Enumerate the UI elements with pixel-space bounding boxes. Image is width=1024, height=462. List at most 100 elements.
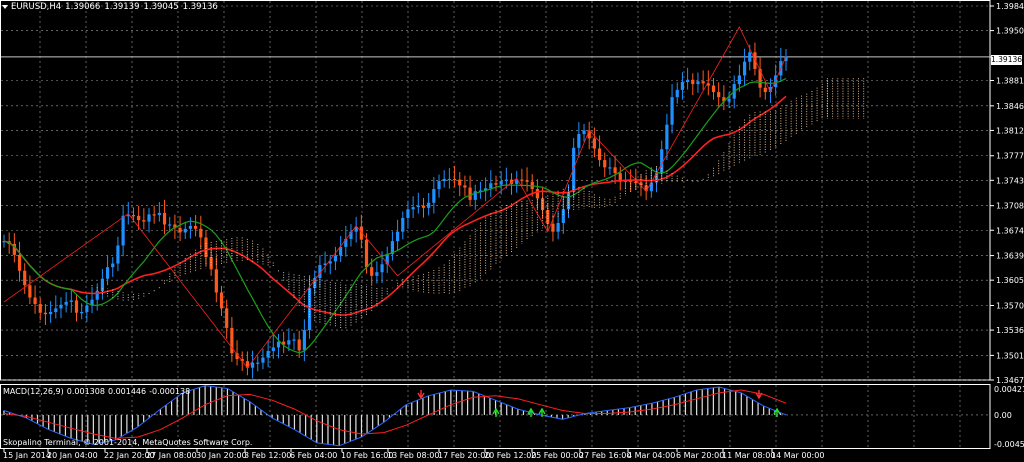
main-pane-frame (0, 0, 991, 381)
candle-body (478, 190, 483, 192)
candle-body (43, 312, 48, 315)
candle-body (209, 257, 213, 270)
candle-body (577, 134, 581, 148)
candle-body (654, 173, 659, 183)
y-tick-label: 1.37430 (996, 176, 1024, 185)
candle-body (618, 173, 622, 182)
x-tick-label: 20 Feb 12:00 (484, 451, 536, 460)
y-tick-label: 1.35360 (996, 326, 1024, 335)
candle-body (354, 226, 358, 232)
candle-body (437, 181, 441, 190)
candle-body (219, 292, 224, 309)
candle-body (261, 357, 265, 363)
candle-body (225, 308, 229, 328)
candle-body (240, 359, 244, 362)
candle-body (742, 61, 747, 76)
candle-body (111, 263, 115, 268)
candle-body (587, 130, 591, 139)
arrow-down-icon (755, 390, 763, 400)
candle-body (245, 361, 250, 368)
close-value: 1.39136 (182, 2, 218, 12)
copyright-text: Skopalino Terminal, © 2001-2014, MetaQuo… (3, 438, 253, 447)
candle-body (411, 207, 415, 210)
candle-body (214, 269, 218, 293)
macd-y-tick-label: 0.004212 (994, 385, 1024, 394)
candle-body (696, 81, 700, 85)
x-tick-label: 14 Mar 00:00 (771, 451, 824, 460)
candle-body (442, 178, 446, 182)
candle-body (432, 189, 436, 203)
candle-body (302, 330, 306, 351)
macd-hist-value: -0.000138 (149, 387, 191, 396)
macd-y-tick-label: 0.00 (994, 411, 1012, 420)
candle-body (33, 297, 37, 305)
candle-body (188, 225, 193, 229)
candle-body (38, 304, 42, 313)
y-tick-label: 1.36050 (996, 276, 1024, 285)
y-tick-label: 1.38460 (996, 102, 1024, 111)
x-tick-label: 20 Jan 04:00 (47, 451, 98, 460)
candle-body (706, 83, 710, 86)
candle-body (737, 75, 741, 85)
candle-body (561, 209, 565, 224)
candle-body (634, 181, 638, 183)
candle-body (556, 223, 560, 232)
candle-body (784, 56, 788, 61)
candle-body (629, 180, 633, 182)
candle-body (660, 149, 664, 174)
candle-body (235, 353, 239, 360)
candle-body (515, 179, 519, 184)
candle-body (649, 182, 653, 192)
macd-main-value: 0.001308 (66, 387, 105, 396)
candle-body (318, 264, 322, 278)
candle-body (592, 138, 596, 149)
candle-body (364, 239, 369, 268)
candle-body (722, 97, 726, 102)
candle-body (711, 85, 716, 93)
candle-body (17, 254, 22, 271)
candle-body (131, 215, 136, 217)
candle-body (535, 189, 540, 199)
candle-body (644, 185, 648, 192)
moving-average-red (3, 95, 787, 316)
candle-body (375, 272, 379, 276)
candle-body (603, 160, 607, 168)
candle-body (276, 341, 281, 348)
candle-body (582, 130, 586, 135)
candle-body (639, 182, 643, 186)
chevron-down-icon[interactable] (2, 4, 8, 9)
candle-body (173, 224, 177, 229)
y-tick-label: 1.38810 (996, 77, 1024, 86)
candle-body (540, 198, 545, 210)
candle-body (421, 205, 426, 208)
candle-body (468, 187, 472, 200)
candle-body (509, 179, 514, 184)
x-tick-label: 13 Feb 08:00 (387, 451, 439, 460)
y-tick-label: 1.37770 (996, 152, 1024, 161)
candle-body (69, 300, 73, 302)
candle-body (157, 212, 161, 216)
candle-body (717, 92, 721, 98)
x-tick-label: 6 Feb 04:00 (290, 451, 337, 460)
y-tick-label: 1.39500 (996, 27, 1024, 36)
arrow-up-icon (538, 407, 546, 417)
candle-body (152, 214, 156, 216)
candle-body (121, 215, 125, 246)
candle-body (670, 97, 674, 125)
candle-body (494, 183, 498, 185)
candle-body (256, 362, 260, 364)
candle-body (551, 223, 555, 232)
candle-body (12, 244, 16, 255)
candle-body (691, 79, 695, 85)
x-tick-label: 17 Feb 20:00 (438, 451, 490, 460)
x-tick-label: 11 Mar 08:00 (722, 451, 775, 460)
candle-body (297, 339, 301, 351)
zigzag-line (3, 26, 787, 369)
candle-body (473, 191, 477, 200)
arrow-down-icon (417, 390, 425, 400)
candle-body (95, 291, 99, 300)
macd-header: MACD(12,26,9) 0.001308 0.001446 -0.000138 (3, 387, 193, 396)
x-tick-label: 27 Jan 08:00 (146, 451, 197, 460)
candle-body (758, 68, 762, 88)
